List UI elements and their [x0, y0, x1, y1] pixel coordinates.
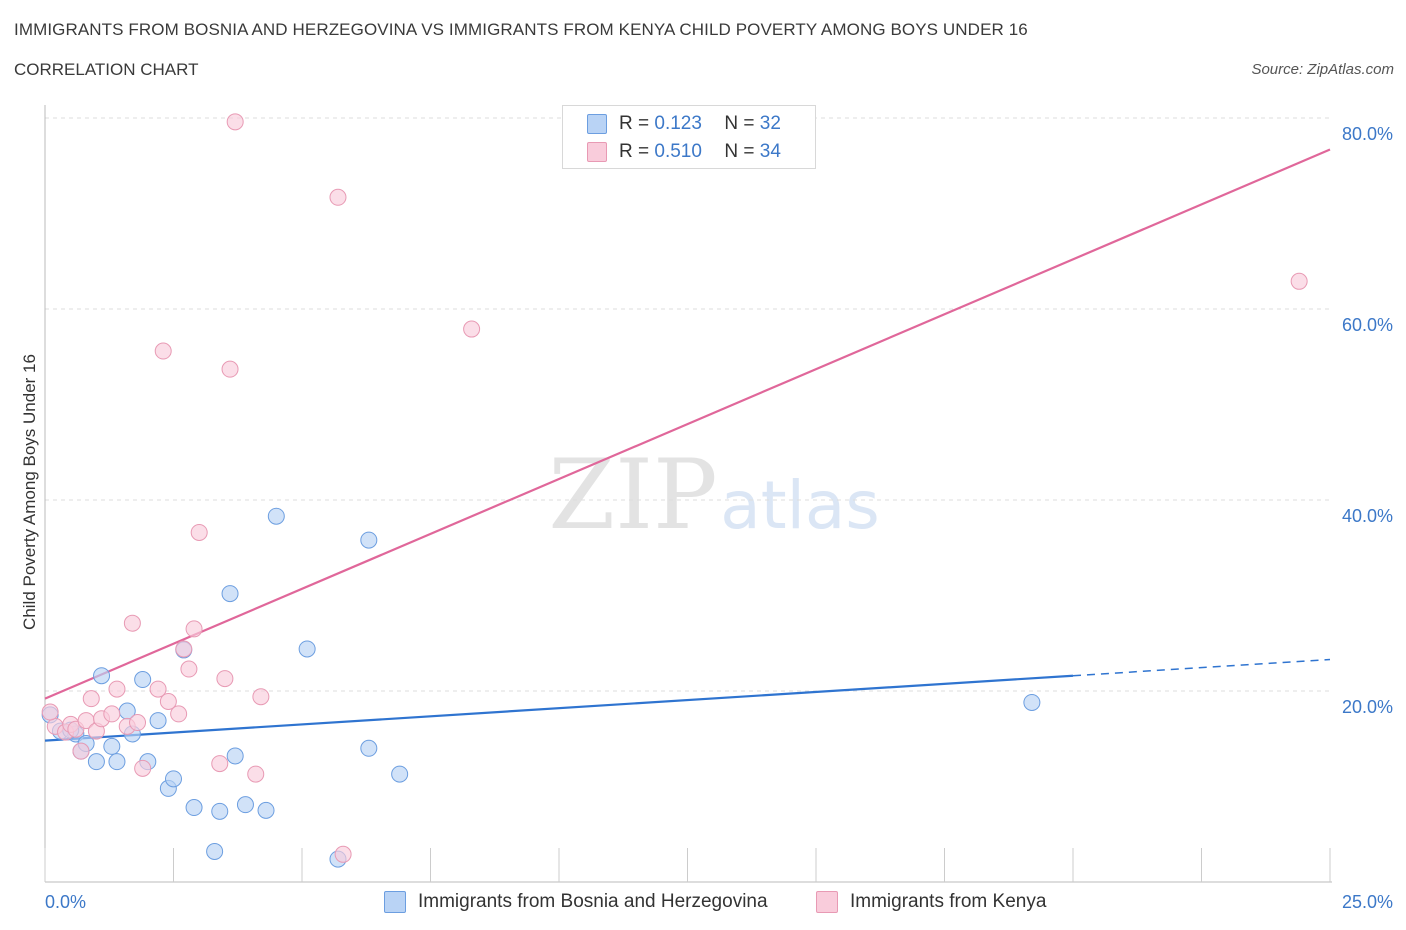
point-bosnia [226, 747, 244, 765]
chart-title: IMMIGRANTS FROM BOSNIA AND HERZEGOVINA V… [14, 20, 1028, 39]
point-kenya [216, 670, 234, 688]
point-kenya [221, 360, 239, 378]
point-bosnia [149, 712, 167, 730]
point-kenya [154, 342, 172, 360]
trend-line-kenya [44, 148, 1331, 700]
point-kenya [211, 755, 229, 773]
point-bosnia [257, 801, 275, 819]
legend-n-label: N = [724, 141, 755, 162]
legend-swatch-kenya [587, 142, 607, 162]
point-bosnia [267, 507, 285, 525]
legend-r-value: 0.123 [654, 113, 702, 134]
series-swatch-kenya [816, 891, 838, 913]
series-label-kenya: Immigrants from Kenya [850, 891, 1047, 912]
legend-r-value: 0.510 [654, 141, 702, 162]
trend-lines [44, 148, 1331, 742]
point-kenya [180, 660, 198, 678]
stats-legend: R = 0.123 N = 32 R = 0.510 N = 34 [562, 105, 816, 169]
point-bosnia [185, 799, 203, 817]
point-bosnia [1023, 693, 1041, 711]
series-swatch-bosnia [384, 891, 406, 913]
legend-row-bosnia: R = 0.123 N = 32 [587, 112, 781, 136]
x-tick-label: 0.0% [45, 892, 86, 912]
point-bosnia [134, 671, 152, 689]
legend-n-value: 32 [759, 113, 781, 134]
legend-swatch-bosnia [587, 114, 607, 134]
point-bosnia [108, 753, 126, 771]
source-credit: Source: ZipAtlas.com [1251, 61, 1394, 78]
data-points [41, 113, 1308, 868]
point-bosnia [221, 585, 239, 603]
point-kenya [1290, 272, 1308, 290]
point-kenya [149, 680, 167, 698]
point-kenya [247, 765, 265, 783]
series-label-bosnia: Immigrants from Bosnia and Herzegovina [418, 891, 768, 912]
legend-n-value: 34 [759, 141, 781, 162]
trend-line-bosnia-extension [1072, 658, 1331, 677]
point-bosnia [93, 667, 111, 685]
point-bosnia [360, 739, 378, 757]
point-kenya [252, 688, 270, 706]
point-kenya [334, 845, 352, 863]
point-bosnia [211, 802, 229, 820]
point-kenya [108, 680, 126, 698]
point-bosnia [236, 796, 254, 814]
legend-row-kenya: R = 0.510 N = 34 [587, 140, 781, 164]
legend-n-label: N = [724, 113, 755, 134]
point-kenya [329, 188, 347, 206]
point-bosnia [103, 737, 121, 755]
point-bosnia [165, 770, 182, 788]
y-tick-label: 60.0% [1342, 315, 1393, 335]
point-kenya [41, 703, 59, 721]
legend-r-label: R = [619, 113, 650, 134]
axes [44, 105, 1332, 883]
watermark: ZIP atlas [548, 439, 879, 551]
point-kenya [190, 523, 208, 541]
x-tick-label: 25.0% [1342, 892, 1393, 912]
point-bosnia [87, 753, 105, 771]
chart-subtitle: CORRELATION CHART [14, 60, 199, 79]
point-bosnia [360, 531, 378, 549]
series-legend-kenya: Immigrants from Kenya [816, 890, 1046, 914]
tick-labels: 20.0% 40.0% 60.0% 80.0% 0.0% 25.0% [45, 124, 1393, 912]
point-kenya [134, 759, 152, 777]
y-tick-label: 20.0% [1342, 697, 1393, 717]
y-tick-label: 80.0% [1342, 124, 1393, 144]
point-kenya [175, 640, 193, 658]
point-kenya [103, 705, 121, 723]
grid-lines [45, 117, 1330, 692]
legend-r-label: R = [619, 141, 650, 162]
watermark-zip: ZIP [548, 439, 717, 551]
point-kenya [159, 693, 177, 711]
point-kenya [72, 742, 90, 760]
point-bosnia [206, 842, 224, 860]
point-bosnia [391, 765, 409, 783]
y-tick-label: 40.0% [1342, 506, 1393, 526]
point-kenya [129, 714, 147, 732]
point-kenya [123, 614, 141, 632]
point-bosnia [298, 640, 316, 658]
trend-line-bosnia [44, 674, 1074, 742]
point-kenya [463, 320, 481, 338]
series-legend-bosnia: Immigrants from Bosnia and Herzegovina [384, 890, 768, 914]
point-kenya [82, 690, 100, 708]
point-kenya [170, 705, 188, 723]
point-kenya [226, 113, 244, 131]
point-kenya [185, 620, 203, 638]
watermark-atlas: atlas [720, 467, 880, 544]
